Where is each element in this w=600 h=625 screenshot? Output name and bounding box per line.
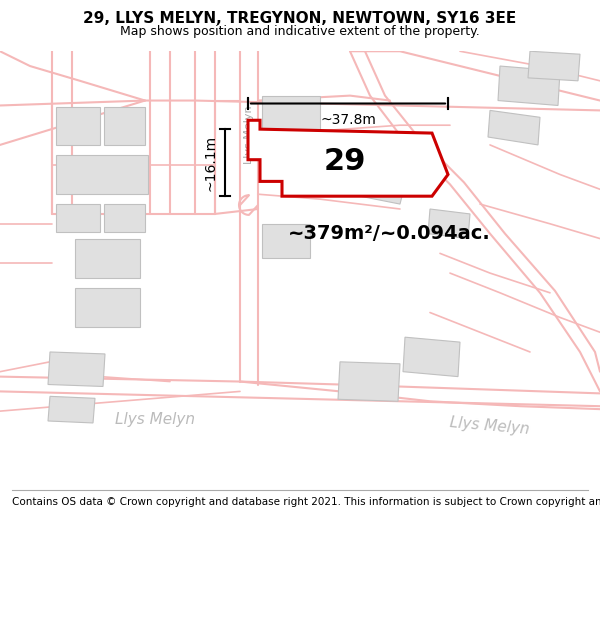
Polygon shape xyxy=(75,288,140,328)
Polygon shape xyxy=(338,362,400,401)
Polygon shape xyxy=(528,51,580,81)
Polygon shape xyxy=(428,209,470,239)
Text: ~37.8m: ~37.8m xyxy=(320,113,376,128)
Polygon shape xyxy=(350,155,410,204)
Text: 29, LLYS MELYN, TREGYNON, NEWTOWN, SY16 3EE: 29, LLYS MELYN, TREGYNON, NEWTOWN, SY16 … xyxy=(83,11,517,26)
Text: Llys Melyn: Llys Melyn xyxy=(244,106,254,164)
Text: 29: 29 xyxy=(324,147,366,176)
Polygon shape xyxy=(56,204,100,232)
Text: Llys Melyn: Llys Melyn xyxy=(449,415,530,437)
Polygon shape xyxy=(488,111,540,145)
Polygon shape xyxy=(48,352,105,386)
Polygon shape xyxy=(75,239,140,278)
Polygon shape xyxy=(48,396,95,423)
Text: ~379m²/~0.094ac.: ~379m²/~0.094ac. xyxy=(288,224,491,243)
Text: Llys Melyn: Llys Melyn xyxy=(115,411,195,426)
Polygon shape xyxy=(56,155,148,194)
Polygon shape xyxy=(56,107,100,145)
Polygon shape xyxy=(104,204,145,232)
Polygon shape xyxy=(498,66,560,106)
Polygon shape xyxy=(248,120,448,196)
Polygon shape xyxy=(262,145,310,179)
Polygon shape xyxy=(403,337,460,377)
Polygon shape xyxy=(262,96,320,135)
Text: Map shows position and indicative extent of the property.: Map shows position and indicative extent… xyxy=(120,26,480,39)
Polygon shape xyxy=(262,224,310,258)
Text: ~16.1m: ~16.1m xyxy=(203,134,217,191)
Polygon shape xyxy=(104,107,145,145)
Text: Contains OS data © Crown copyright and database right 2021. This information is : Contains OS data © Crown copyright and d… xyxy=(12,497,600,507)
